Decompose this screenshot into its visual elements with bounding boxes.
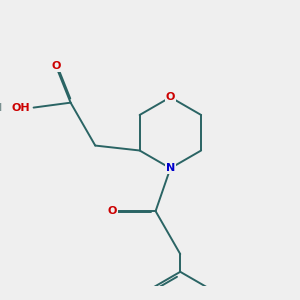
Text: O: O (166, 92, 175, 102)
Text: OH: OH (11, 103, 30, 112)
Text: O: O (108, 206, 117, 216)
Text: H: H (0, 103, 3, 112)
Text: O: O (51, 61, 61, 71)
Text: N: N (166, 163, 175, 173)
